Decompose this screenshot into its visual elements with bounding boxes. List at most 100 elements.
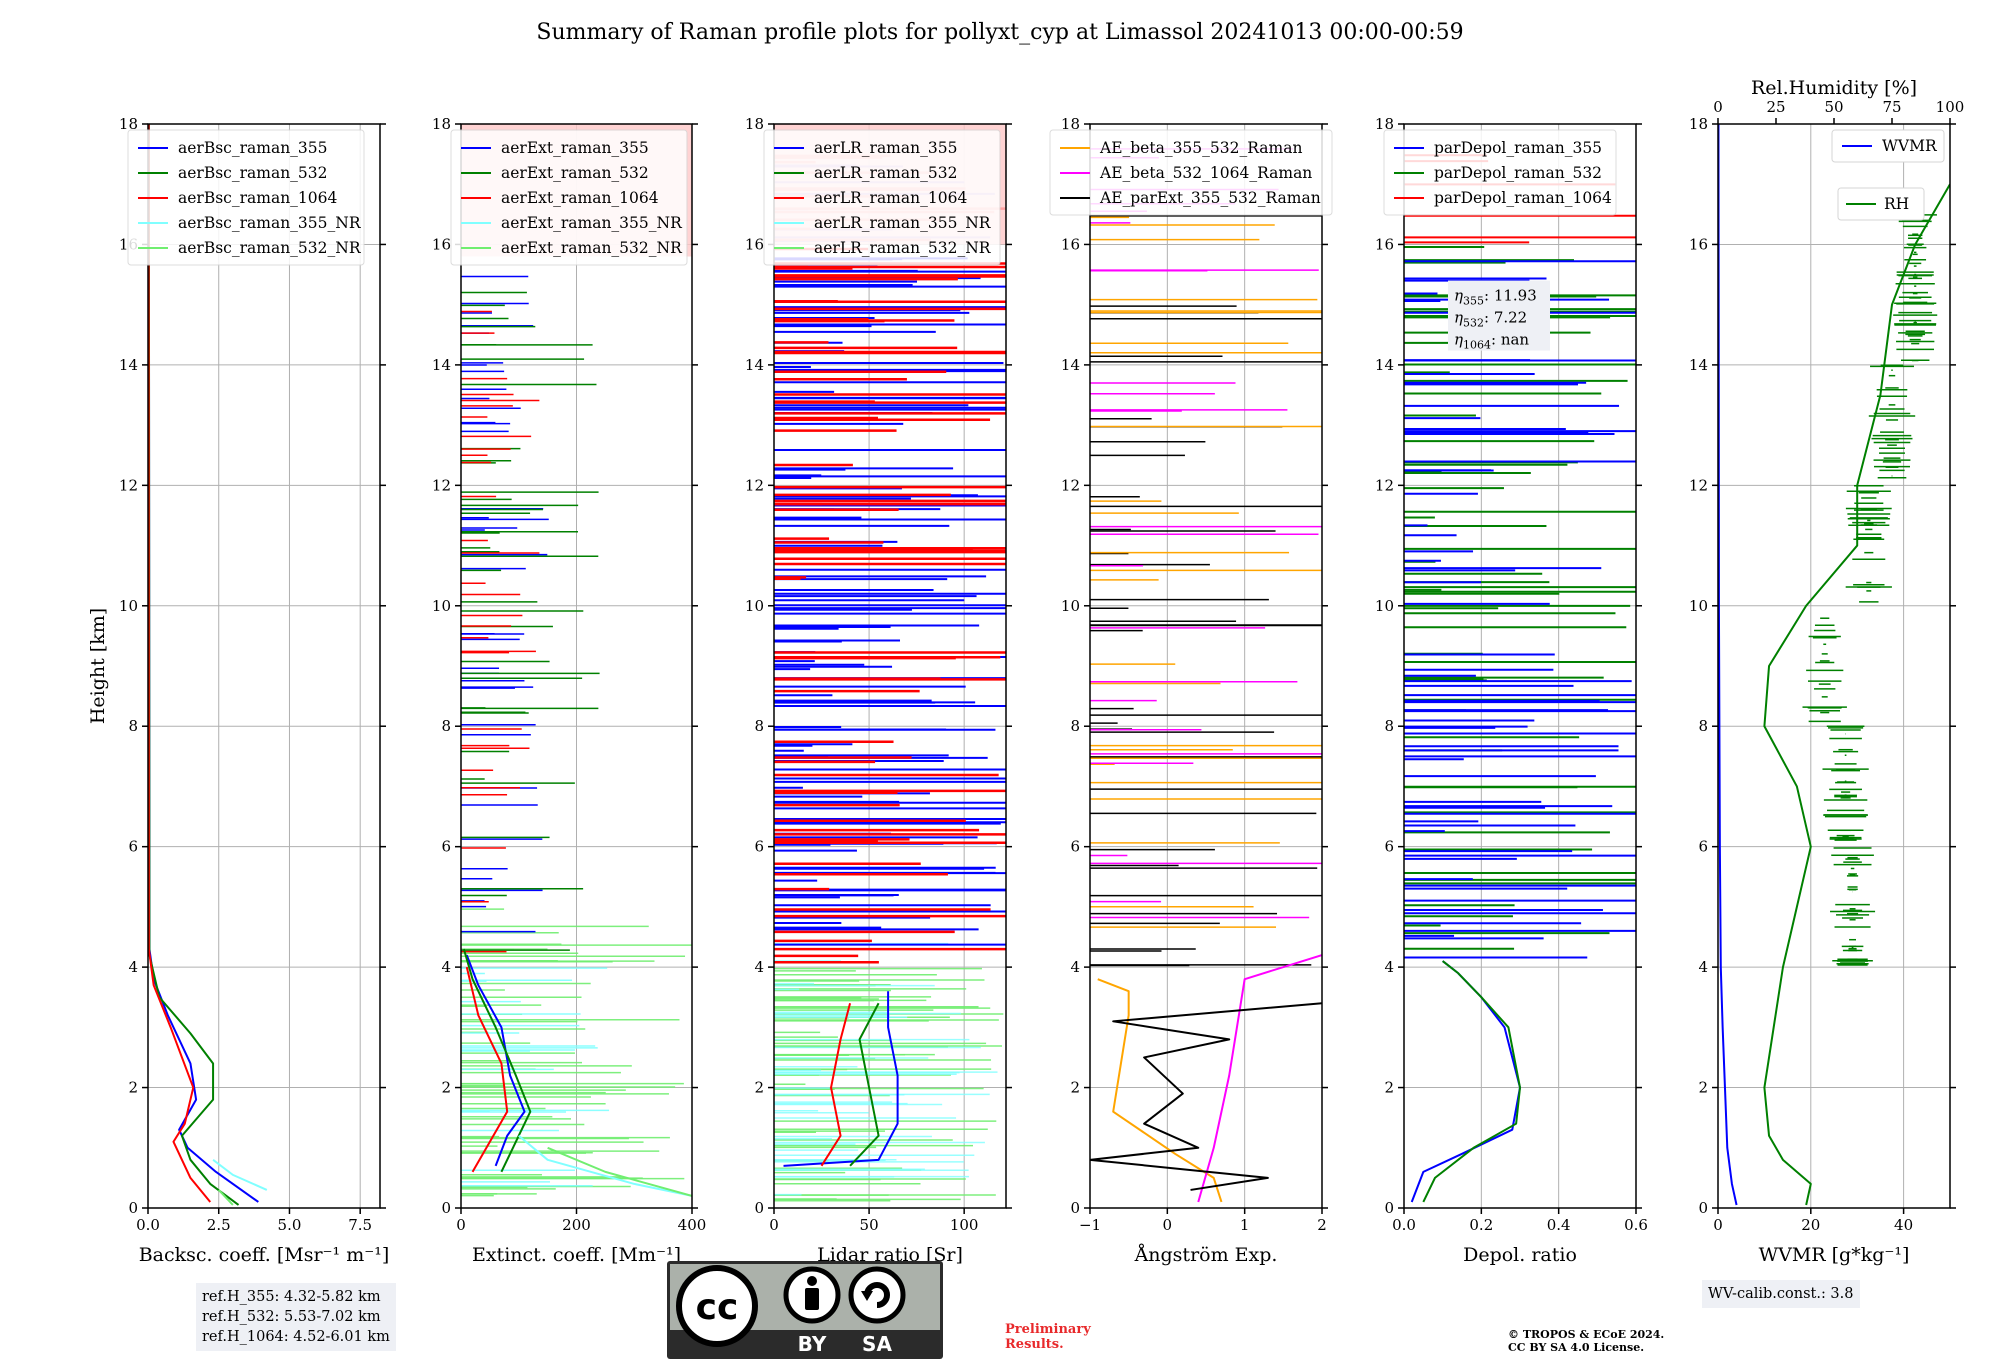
legend: parDepol_raman_355 parDepol_raman_532 parD… xyxy=(1383,129,1617,216)
y-tick-label: 14 xyxy=(119,356,138,374)
y-tick-label: 2 xyxy=(1698,1079,1708,1097)
plot-area xyxy=(774,124,1006,1202)
x-tick-label: 0 xyxy=(769,1216,779,1234)
legend-label: aerBsc_raman_355_NR xyxy=(178,214,362,232)
panel-3: 0 2 4 6 8 10 12 14 16 18 0 50 100 Lidar ratio [Sr] aer… xyxy=(745,115,1012,1266)
x-tick-label: 7.5 xyxy=(348,1216,372,1234)
legend-label: RH xyxy=(1884,195,1909,213)
preliminary-line-2: Results. xyxy=(1005,1337,1064,1352)
x-tick-label: 0.0 xyxy=(136,1216,160,1234)
ref-height-355: ref.H_355: 4.32-5.82 km xyxy=(202,1289,381,1305)
plot-area xyxy=(148,124,268,1206)
y-tick-label: 6 xyxy=(441,838,451,856)
y-tick-label: 18 xyxy=(432,115,451,133)
y-tick-label: 12 xyxy=(1375,476,1394,494)
panel-2: 0 2 4 6 8 10 12 14 16 18 0 200 400 Extinct. coeff. [M… xyxy=(432,115,706,1266)
y-tick-label: 8 xyxy=(441,717,451,735)
legend-label: parDepol_raman_532 xyxy=(1434,164,1602,182)
y-tick-label: 12 xyxy=(1689,476,1708,494)
series-line-RH xyxy=(1763,183,1950,1206)
y-tick-label: 18 xyxy=(1375,115,1394,133)
series-line-aerBsc_raman_532 xyxy=(148,124,240,1206)
series-line-parDepol_raman_532 xyxy=(1422,960,1521,1203)
x2-tick-label: 25 xyxy=(1766,98,1785,116)
legend: aerExt_raman_355 aerExt_raman_532 aerExt_r… xyxy=(450,129,688,266)
copyright-line-2: CC BY SA 4.0 License. xyxy=(1508,1341,1645,1354)
copyright-note: © TROPOS & ECoE 2024. CC BY SA 4.0 Licen… xyxy=(1508,1328,1664,1354)
y-tick-label: 6 xyxy=(1384,838,1394,856)
x2-tick-label: 0 xyxy=(1713,98,1723,116)
annotation-box xyxy=(1448,280,1550,351)
copyright-line-1: © TROPOS & ECoE 2024. xyxy=(1508,1328,1665,1341)
series-line-aerBsc_raman_532_NR xyxy=(218,1189,234,1206)
legend-box xyxy=(450,129,688,266)
legend: aerLR_raman_355 aerLR_raman_532 aerLR_rama… xyxy=(763,129,1001,266)
y-tick-label: 2 xyxy=(754,1079,764,1097)
series-line-aerLR_raman_1064 xyxy=(820,1002,852,1167)
legend-label: aerLR_raman_532_NR xyxy=(814,239,992,257)
legend-label: aerLR_raman_532 xyxy=(814,164,957,182)
series-line-aerBsc_raman_355 xyxy=(148,124,259,1203)
y-tick-label: 14 xyxy=(1689,356,1708,374)
series-line-aerLR_raman_532 xyxy=(849,1002,880,1167)
plot-area xyxy=(461,124,692,1197)
x2-tick-label: 50 xyxy=(1824,98,1843,116)
legend-label: aerExt_raman_1064 xyxy=(501,189,659,207)
panel-6: 0 2 4 6 8 10 12 14 16 18 0 20 40 WVMR [g*kg⁻¹] 0 25 50 75… xyxy=(1689,77,1964,1266)
y-tick-label: 2 xyxy=(1384,1079,1394,1097)
series-line-AE_beta_532_1064_Raman xyxy=(1197,954,1322,1203)
axes-frame xyxy=(1403,123,1637,1209)
y-tick-label: 10 xyxy=(432,597,451,615)
legend-label: aerLR_raman_1064 xyxy=(814,189,967,207)
y-tick-label: 18 xyxy=(1689,115,1708,133)
y-tick-label: 8 xyxy=(1384,717,1394,735)
y-tick-label: 10 xyxy=(745,597,764,615)
panel-5: 0 2 4 6 8 10 12 14 16 18 0.0 0.2 0.4 0.6 Depol. ratio p… xyxy=(1375,115,1648,1266)
y-tick-label: 10 xyxy=(1061,597,1080,615)
cc-by-sa-license-icon: cc BY SA xyxy=(667,1261,943,1359)
legend-rh: RH xyxy=(1837,187,1925,221)
y-tick-label: 14 xyxy=(1061,356,1080,374)
legend-label: aerBsc_raman_532_NR xyxy=(178,239,362,257)
x2-axis-label: Rel.Humidity [%] xyxy=(1751,77,1917,99)
legend-label: aerExt_raman_532_NR xyxy=(501,239,683,257)
y-tick-label: 18 xyxy=(119,115,138,133)
series-line-aerExt_raman_355 xyxy=(465,954,526,1167)
preliminary-results-note: Preliminary Results. xyxy=(1005,1322,1091,1352)
legend-box xyxy=(1837,187,1925,221)
x-tick-label: 0.0 xyxy=(1392,1216,1416,1234)
x2-tick-label: 75 xyxy=(1882,98,1901,116)
y-tick-label: 4 xyxy=(441,958,451,976)
x-tick-label: 0.2 xyxy=(1469,1216,1493,1234)
x-tick-label: 2 xyxy=(1317,1216,1327,1234)
legend-box xyxy=(1383,129,1617,216)
legend-label: parDepol_raman_1064 xyxy=(1434,189,1612,207)
y-tick-label: 6 xyxy=(128,838,138,856)
plot-area xyxy=(1090,148,1322,1203)
x-axis-label: Backsc. coeff. [Msr⁻¹ m⁻¹] xyxy=(139,1244,390,1266)
y-tick-label: 6 xyxy=(754,838,764,856)
legend-wvmr: WVMR xyxy=(1831,129,1945,163)
legend-label: parDepol_raman_355 xyxy=(1434,139,1602,157)
legend-label: aerBsc_raman_532 xyxy=(178,164,328,182)
x-tick-label: 200 xyxy=(562,1216,591,1234)
x-tick-label: 40 xyxy=(1894,1216,1913,1234)
y-tick-label: 4 xyxy=(128,958,138,976)
y-tick-label: 6 xyxy=(1698,838,1708,856)
x-tick-label: 100 xyxy=(950,1216,979,1234)
x-tick-label: 0 xyxy=(1713,1216,1723,1234)
by-label: BY xyxy=(798,1332,827,1356)
x-axis-label: Ångström Exp. xyxy=(1134,1244,1278,1266)
x-tick-label: 0.4 xyxy=(1547,1216,1571,1234)
x-tick-label: 50 xyxy=(860,1216,879,1234)
x-axis-label: Extinct. coeff. [Mm⁻¹] xyxy=(472,1244,681,1266)
y-tick-label: 8 xyxy=(128,717,138,735)
y-tick-label: 18 xyxy=(745,115,764,133)
legend: aerBsc_raman_355 aerBsc_raman_532 aerBsc_r… xyxy=(127,129,365,266)
y-tick-label: 12 xyxy=(432,476,451,494)
y-tick-label: 2 xyxy=(128,1079,138,1097)
y-tick-label: 0 xyxy=(1698,1199,1708,1217)
x-axis-label: Depol. ratio xyxy=(1463,1244,1577,1266)
